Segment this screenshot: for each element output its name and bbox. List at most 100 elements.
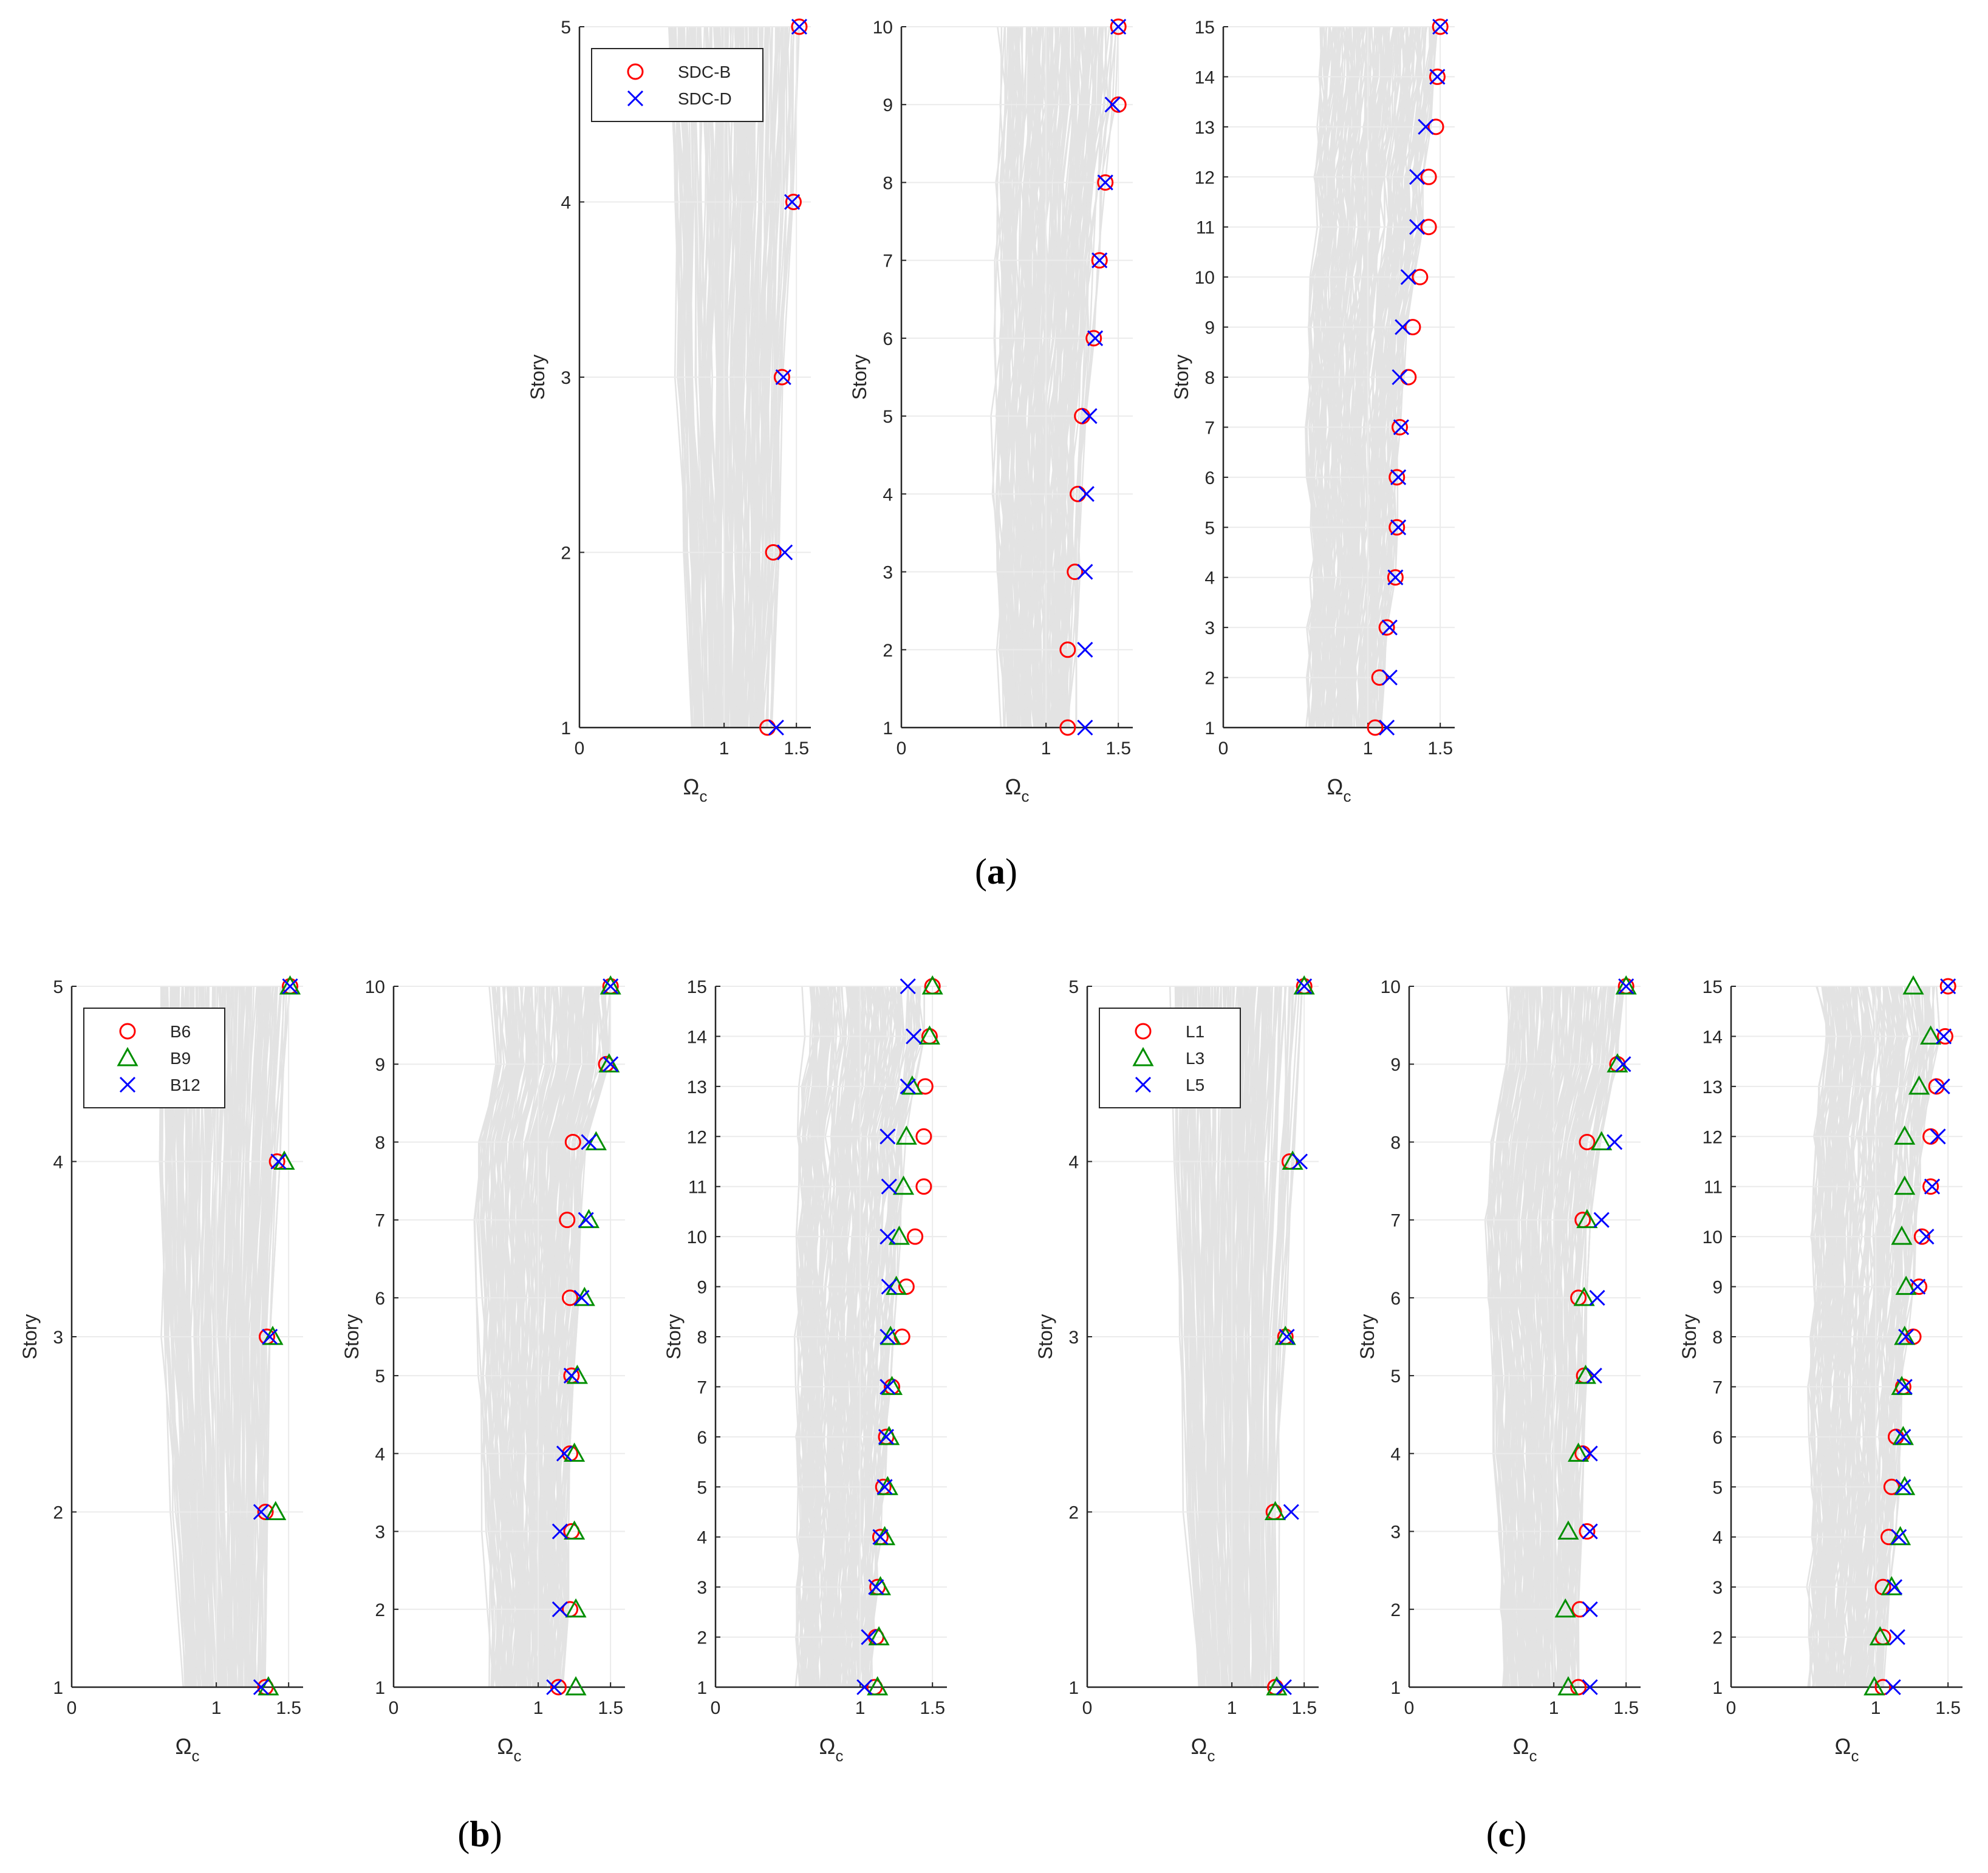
legend-label: B9: [170, 1049, 191, 1068]
y-tick-label: 8: [375, 1133, 385, 1153]
data-point: [921, 975, 943, 995]
data-point: [1296, 978, 1313, 995]
y-tick-label: 15: [1703, 977, 1723, 997]
x-axis-label-symbol: Ω: [1191, 1734, 1207, 1759]
x-tick-label: 0: [575, 739, 585, 759]
x-axis-label-subscript: c: [835, 1747, 843, 1765]
data-point: [1395, 319, 1411, 335]
data-point: [1110, 96, 1127, 113]
y-tick-label: 2: [561, 544, 571, 564]
sim-curve: [482, 986, 499, 1688]
x-tick-label: 1.5: [276, 1698, 301, 1718]
y-tick-label: 2: [1204, 669, 1215, 689]
data-point: [1097, 174, 1113, 191]
x-axis-label-subscript: c: [1529, 1747, 1537, 1765]
sim-curve: [1502, 986, 1534, 1688]
sim-curve: [1011, 26, 1030, 728]
data-point: [556, 1445, 573, 1462]
data-point: [603, 1056, 619, 1073]
x-tick-label: 1: [1871, 1698, 1881, 1718]
y-axis-label: Story: [1034, 1314, 1056, 1360]
sim-curve: [496, 986, 519, 1688]
data-point: [1591, 1131, 1613, 1150]
sim-curve: [1075, 26, 1117, 728]
y-tick-label: 11: [1196, 218, 1215, 238]
series-sdc-d: [1379, 18, 1449, 736]
data-point: [552, 1601, 568, 1617]
data-point: [900, 1078, 916, 1094]
sim-curve: [1066, 26, 1114, 728]
sim-curve: [1557, 986, 1605, 1688]
data-point: [598, 1053, 620, 1073]
legend-label: L5: [1186, 1076, 1204, 1094]
legend-marker: [119, 1023, 136, 1040]
x-tick-label: 1: [719, 739, 729, 759]
y-tick-label: 14: [687, 1027, 707, 1047]
data-point: [1898, 1328, 1915, 1345]
sim-curve: [1065, 26, 1108, 728]
y-tick-label: 13: [687, 1077, 707, 1097]
sim-curve: [480, 986, 509, 1688]
data-point: [1582, 1523, 1598, 1540]
sim-curve: [505, 986, 535, 1688]
x-tick-label: 0: [1218, 739, 1229, 759]
data-point: [1077, 641, 1093, 658]
x-axis-label: Ωc: [497, 1734, 522, 1765]
data-point: [1894, 1476, 1916, 1495]
series-sdc-b: [759, 18, 808, 736]
x-axis-label-subscript: c: [1021, 787, 1029, 805]
data-point: [1110, 18, 1127, 35]
data-point: [1371, 669, 1388, 686]
y-tick-label: 4: [883, 485, 893, 505]
data-point: [1579, 1133, 1596, 1150]
y-tick-label: 3: [883, 563, 893, 583]
data-point: [1928, 1078, 1945, 1095]
data-point: [1568, 1442, 1590, 1462]
x-axis-label-symbol: Ω: [683, 774, 700, 799]
series-l3: [1554, 975, 1637, 1696]
data-point: [1896, 1379, 1913, 1395]
data-point: [1934, 1078, 1950, 1094]
y-tick-label: 4: [1712, 1528, 1723, 1548]
data-point: [880, 1229, 896, 1245]
x-tick-label: 1.5: [784, 739, 809, 759]
data-point: [1935, 1028, 1952, 1045]
data-point: [765, 544, 782, 561]
y-tick-label: 9: [1390, 1055, 1401, 1075]
sim-curve: [1037, 26, 1070, 728]
y-tick-label: 13: [1703, 1077, 1723, 1097]
x-tick-label: 1.5: [1935, 1698, 1961, 1718]
x-axis-label-subscript: c: [513, 1747, 521, 1765]
sim-curve: [1053, 26, 1090, 728]
y-tick-label: 2: [375, 1600, 385, 1620]
legend-marker: [1135, 1023, 1152, 1040]
panel-label-a: (a): [975, 851, 1017, 892]
sim-curve: [536, 986, 573, 1688]
data-point: [1557, 1676, 1579, 1696]
x-axis-label-subscript: c: [699, 787, 707, 805]
data-point: [1895, 1428, 1911, 1445]
data-point: [1274, 1325, 1296, 1345]
data-point: [282, 978, 298, 995]
data-point: [565, 1676, 587, 1696]
data-point: [1387, 569, 1404, 586]
data-point: [1291, 1153, 1308, 1170]
sim-curve: [513, 986, 531, 1688]
data-point: [1890, 1526, 1911, 1546]
data-point: [1920, 1025, 1942, 1045]
y-tick-label: 2: [1068, 1503, 1079, 1523]
data-point: [856, 1679, 873, 1696]
data-point: [1887, 1579, 1903, 1595]
data-point: [603, 978, 619, 995]
sim-curve: [1566, 986, 1623, 1688]
data-point: [1390, 519, 1407, 536]
legend-label: L3: [1186, 1049, 1204, 1068]
y-tick-label: 6: [1390, 1289, 1401, 1309]
y-tick-label: 9: [375, 1055, 385, 1075]
legend-label: SDC-B: [678, 63, 731, 81]
sim-curve: [501, 986, 527, 1688]
y-tick-label: 3: [1712, 1578, 1723, 1598]
data-point: [915, 1128, 932, 1145]
